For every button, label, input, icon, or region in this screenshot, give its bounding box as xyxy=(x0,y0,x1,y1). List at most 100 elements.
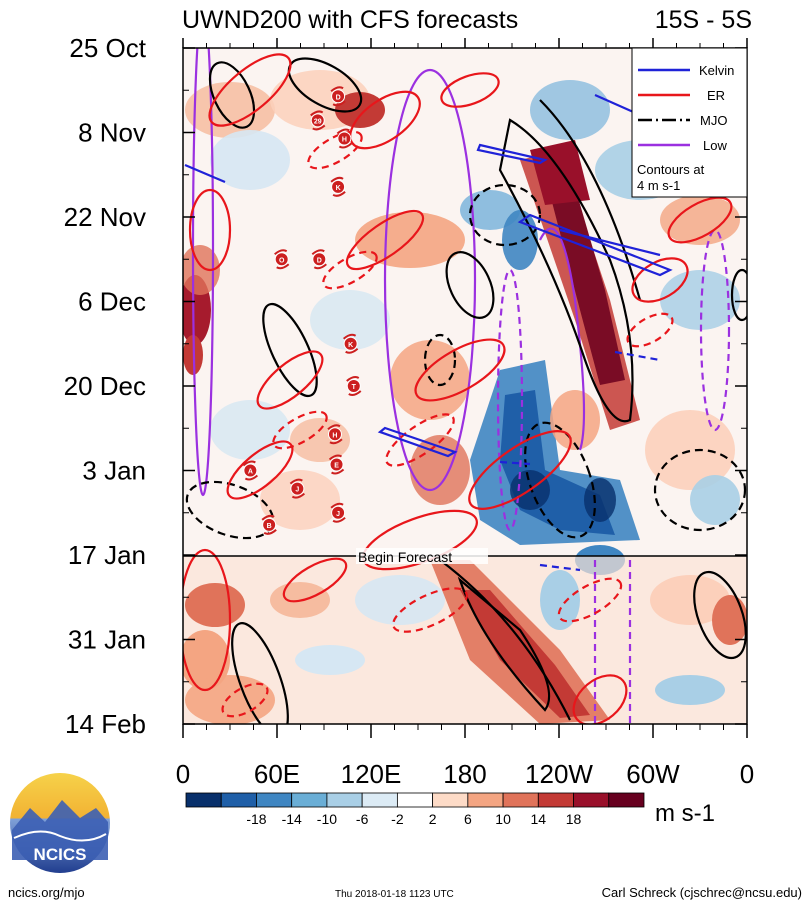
field-blob xyxy=(712,595,747,645)
kelvin-contour xyxy=(476,143,548,165)
colorbar-label: 14 xyxy=(531,811,547,827)
er-contour xyxy=(282,557,348,603)
begin-forecast-label-bg xyxy=(356,548,488,564)
y-tick-label: 8 Nov xyxy=(78,118,146,148)
contours xyxy=(183,48,747,724)
er-contour xyxy=(256,350,324,410)
begin-forecast-label: Begin Forecast xyxy=(358,549,452,565)
x-axis: 0 60E 120E 180 120W 60W 0 xyxy=(176,38,754,789)
field-blob xyxy=(295,645,365,675)
er-contour xyxy=(349,90,421,150)
field-blob xyxy=(210,400,290,460)
storm-marker: A xyxy=(242,460,259,481)
storm-marker-label: H xyxy=(342,137,347,144)
colorbar-swatch xyxy=(502,792,539,808)
kelvin-contour xyxy=(499,460,531,466)
storm-marker: J xyxy=(330,502,346,523)
er-contour xyxy=(208,53,292,127)
legend-label-low: Low xyxy=(703,138,727,153)
storm-marker-label: J xyxy=(336,511,340,518)
mjo-contour xyxy=(468,183,542,247)
x-tick-label: 60W xyxy=(626,759,680,789)
colorbar-swatch xyxy=(220,792,257,808)
storm-marker-label: A xyxy=(248,469,253,476)
er-contour xyxy=(667,196,733,244)
colorbar-swatch xyxy=(573,792,610,808)
latitude-band-label: 15S - 5S xyxy=(655,6,752,34)
field-blob xyxy=(650,575,730,625)
field-blob xyxy=(645,410,735,490)
er-contour xyxy=(307,130,363,170)
er-contour xyxy=(626,312,674,348)
field-blob xyxy=(655,675,725,705)
kelvin-contour xyxy=(559,228,661,257)
y-tick-label: 6 Dec xyxy=(78,287,146,317)
y-tick-label: 3 Jan xyxy=(82,456,146,486)
storm-marker-label: H xyxy=(332,432,337,439)
field-blob xyxy=(335,92,385,128)
colorbar-label: -10 xyxy=(317,811,337,827)
footer-timestamp: Thu 2018-01-18 1123 UTC xyxy=(335,889,454,900)
y-tick-label: 17 Jan xyxy=(68,540,146,570)
kelvin-contour xyxy=(184,163,226,184)
colorbar-label: -2 xyxy=(391,811,404,827)
mjo-contour xyxy=(262,302,318,398)
storm-marker: H xyxy=(327,424,343,445)
x-tick-label: 120E xyxy=(341,759,402,789)
storm-marker: K xyxy=(342,333,359,354)
er-contour xyxy=(226,440,294,500)
legend-label-kelvin: Kelvin xyxy=(699,63,734,78)
storm-marker: O xyxy=(274,249,290,270)
storm-marker-label: 29 xyxy=(314,118,322,125)
field-blob xyxy=(183,630,230,690)
mjo-contour xyxy=(693,570,747,660)
storm-marker: J xyxy=(289,478,306,499)
y-tick-label: 25 Oct xyxy=(69,33,146,63)
colorbar-label: 10 xyxy=(495,811,511,827)
x-tick-label: 0 xyxy=(740,759,754,789)
er-contour xyxy=(272,410,328,450)
field-blob xyxy=(185,675,275,724)
er-contour xyxy=(572,674,628,724)
mjo-contour xyxy=(524,421,596,539)
footer-site: ncics.org/mjo xyxy=(8,885,85,900)
colorbar-units: m s-1 xyxy=(655,800,715,827)
x-tick-label: 120W xyxy=(525,759,593,789)
legend-label-er: ER xyxy=(707,88,725,103)
legend: Kelvin ER MJO Low Contours at 4 m s-1 xyxy=(631,47,748,198)
storm-marker-label: K xyxy=(348,342,353,349)
low-contour xyxy=(539,227,586,451)
storm-marker: D xyxy=(311,249,327,270)
mjo-contour xyxy=(231,622,289,724)
field-blob xyxy=(260,470,340,530)
storm-marker: K xyxy=(330,176,346,197)
er-contour xyxy=(385,413,455,467)
colorbar-swatch xyxy=(396,792,434,808)
colorbar-label: -18 xyxy=(246,811,266,827)
colorbar-swatch xyxy=(291,792,328,808)
storm-marker-label: T xyxy=(352,384,357,391)
y-axis: 25 Oct 8 Nov 22 Nov 6 Dec 20 Dec 3 Jan 17 Jan 3… xyxy=(64,33,747,739)
colorbar-label: -14 xyxy=(282,811,302,827)
colorbar-swatch xyxy=(608,792,645,808)
er-contour xyxy=(345,209,425,271)
footer-author: Carl Schreck (cjschrec@ncsu.edu) xyxy=(602,885,802,900)
er-contour xyxy=(631,257,689,303)
colorbar-swatch xyxy=(432,792,469,808)
storm-marker: 29 xyxy=(310,110,326,131)
colorbar-swatch xyxy=(256,792,293,808)
field-blob xyxy=(660,270,740,330)
storm-marker-label: K xyxy=(336,185,341,192)
field-blob xyxy=(310,290,390,350)
mjo-contour xyxy=(457,576,551,712)
field-blob xyxy=(550,390,600,450)
storm-marker-label: E xyxy=(334,462,339,469)
mjo-contour xyxy=(208,61,256,129)
mjo-contour xyxy=(439,559,571,721)
field-blob xyxy=(185,583,245,627)
er-contour xyxy=(468,430,572,510)
storm-marker-label: B xyxy=(267,523,272,530)
x-tick-label: 180 xyxy=(443,759,486,789)
colorbar-label: 6 xyxy=(464,811,472,827)
y-tick-label: 20 Dec xyxy=(64,371,146,401)
